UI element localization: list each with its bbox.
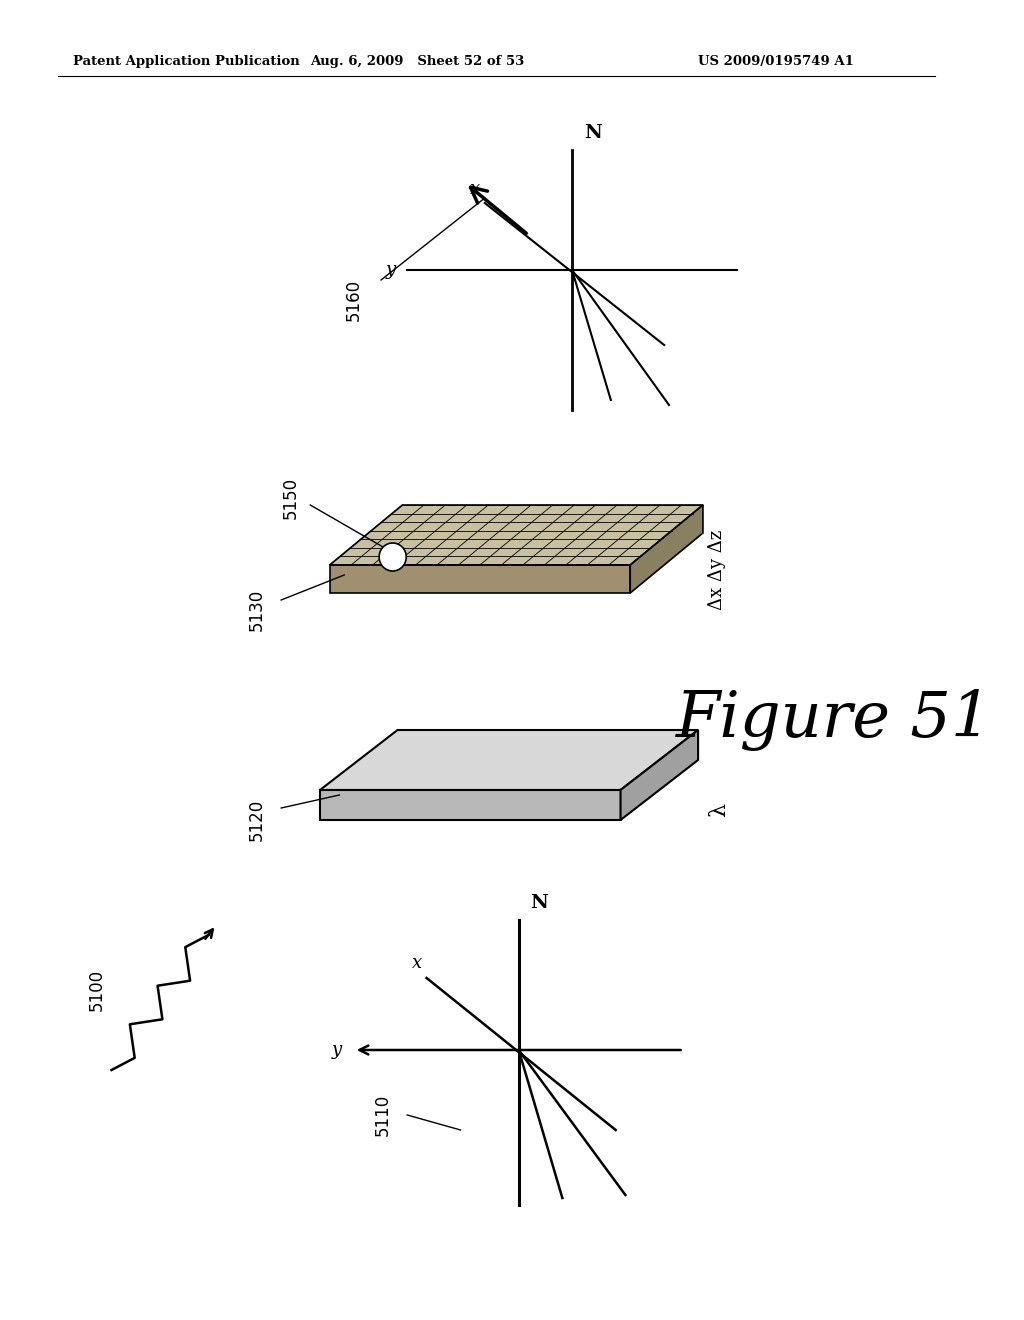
Text: y: y <box>332 1041 342 1059</box>
Text: N: N <box>584 124 601 143</box>
Text: 5120: 5120 <box>248 799 266 841</box>
Polygon shape <box>621 730 698 820</box>
Polygon shape <box>319 789 621 820</box>
Text: y: y <box>385 261 395 279</box>
Text: 5100: 5100 <box>88 969 105 1011</box>
Text: Patent Application Publication: Patent Application Publication <box>73 55 299 69</box>
Text: N: N <box>530 894 548 912</box>
Polygon shape <box>330 565 630 593</box>
Text: 5110: 5110 <box>374 1094 392 1137</box>
Text: US 2009/0195749 A1: US 2009/0195749 A1 <box>698 55 854 69</box>
Circle shape <box>379 543 407 572</box>
Text: x: x <box>412 954 422 972</box>
Polygon shape <box>330 506 702 565</box>
Text: 5130: 5130 <box>248 589 266 631</box>
Polygon shape <box>630 506 702 593</box>
Text: Δx Δy Δz: Δx Δy Δz <box>708 529 726 610</box>
Text: Figure 51: Figure 51 <box>676 689 992 751</box>
Text: x: x <box>470 180 480 198</box>
Text: Aug. 6, 2009   Sheet 52 of 53: Aug. 6, 2009 Sheet 52 of 53 <box>310 55 524 69</box>
Polygon shape <box>319 730 698 789</box>
Text: 5150: 5150 <box>282 477 300 519</box>
Text: λ: λ <box>708 803 730 817</box>
Text: 5160: 5160 <box>345 279 362 321</box>
